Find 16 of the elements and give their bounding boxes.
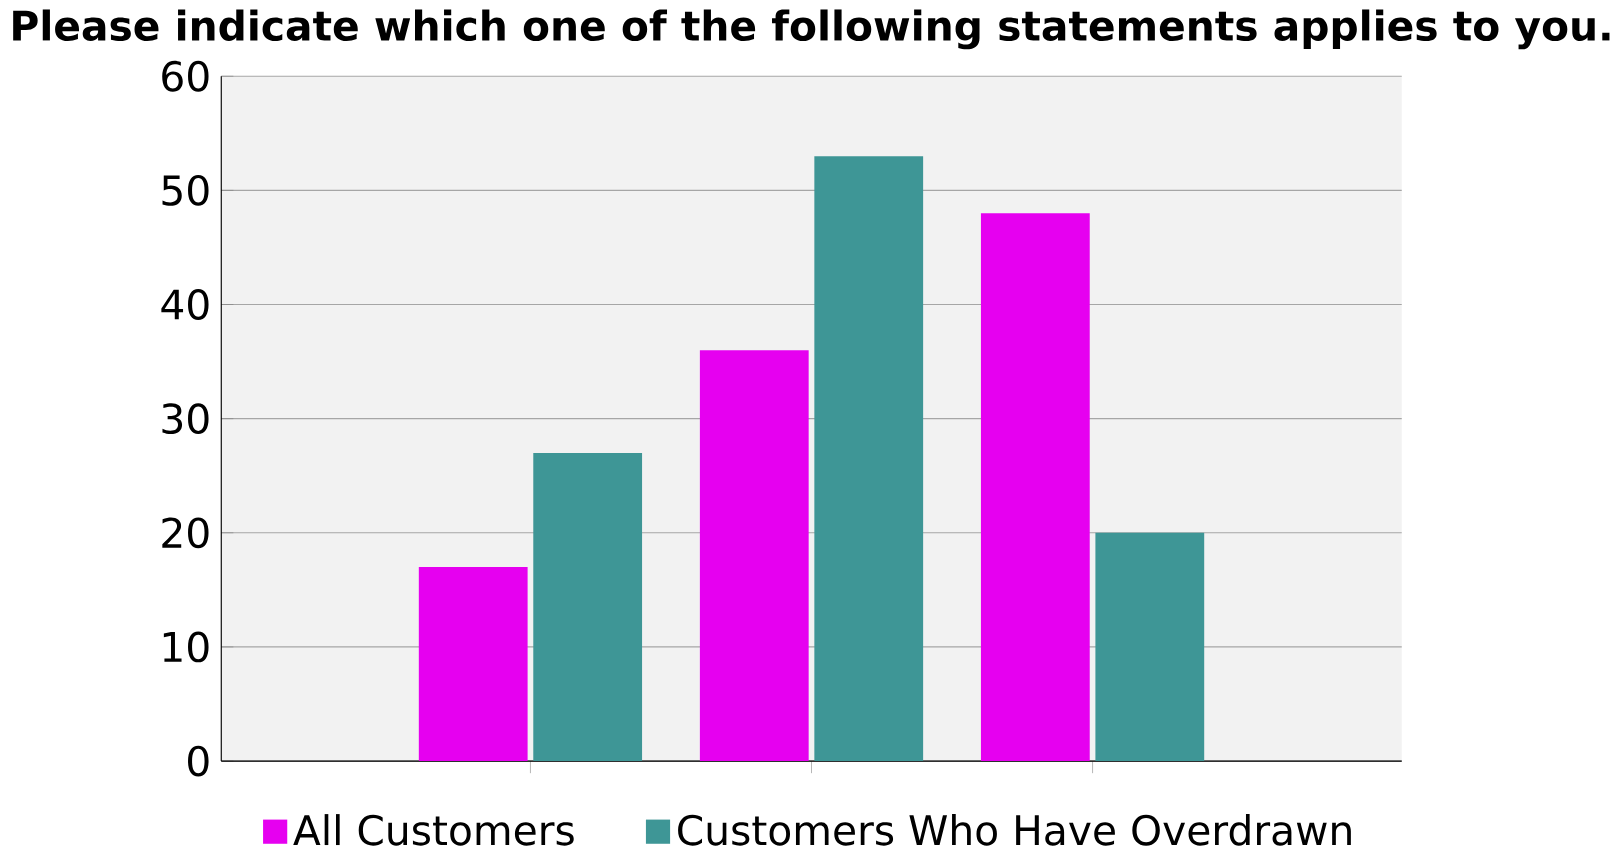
bar <box>533 453 643 762</box>
y-tick-label: 20 <box>162 517 209 549</box>
bar <box>418 567 528 762</box>
chart-title: Please indicate which one of the following statements applies to you. <box>13 9 1610 50</box>
bar <box>980 213 1090 762</box>
legend-label: All Customers <box>293 814 574 846</box>
legend-label: Customers Who Have Overdrawn <box>678 814 1351 846</box>
y-tick-label: 50 <box>162 175 209 206</box>
y-tick-label: 30 <box>162 403 209 435</box>
bar <box>1095 532 1205 762</box>
bar <box>699 350 809 762</box>
y-tick-label: 10 <box>163 631 209 663</box>
y-tick-label: 40 <box>161 289 209 321</box>
bar <box>814 156 924 762</box>
y-tick-label: 0 <box>188 745 209 777</box>
y-tick-label: 60 <box>162 61 209 92</box>
